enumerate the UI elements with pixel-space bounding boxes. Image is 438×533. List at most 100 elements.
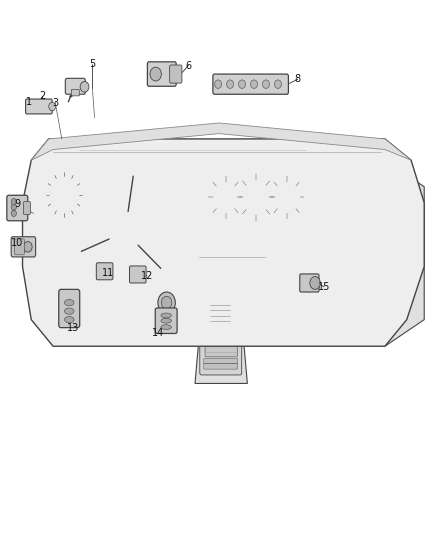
Text: 9: 9	[14, 199, 20, 209]
FancyBboxPatch shape	[37, 207, 51, 217]
FancyBboxPatch shape	[96, 263, 113, 280]
FancyBboxPatch shape	[205, 343, 237, 357]
Circle shape	[233, 169, 279, 225]
Text: 5: 5	[89, 60, 95, 69]
FancyBboxPatch shape	[213, 74, 288, 94]
FancyBboxPatch shape	[36, 237, 67, 249]
Circle shape	[11, 198, 16, 205]
FancyBboxPatch shape	[7, 195, 28, 221]
Text: 8: 8	[294, 75, 300, 84]
Circle shape	[213, 182, 238, 213]
Circle shape	[158, 292, 175, 313]
Circle shape	[262, 80, 269, 88]
Bar	[234, 211, 242, 223]
Circle shape	[77, 173, 173, 290]
FancyBboxPatch shape	[284, 257, 357, 302]
Ellipse shape	[64, 300, 74, 306]
FancyBboxPatch shape	[300, 274, 319, 292]
Circle shape	[266, 172, 307, 223]
Polygon shape	[22, 139, 424, 346]
Ellipse shape	[396, 200, 409, 221]
Circle shape	[54, 215, 74, 238]
FancyBboxPatch shape	[193, 204, 273, 229]
Bar	[222, 211, 230, 223]
Polygon shape	[35, 160, 97, 256]
Circle shape	[49, 208, 79, 245]
Circle shape	[150, 67, 161, 81]
Ellipse shape	[161, 318, 171, 323]
Text: 12: 12	[141, 271, 153, 281]
Circle shape	[258, 210, 268, 223]
Circle shape	[68, 163, 182, 301]
Bar	[250, 233, 256, 245]
Circle shape	[215, 80, 222, 88]
Circle shape	[117, 222, 134, 243]
FancyBboxPatch shape	[205, 328, 237, 342]
Polygon shape	[110, 301, 141, 338]
FancyBboxPatch shape	[148, 62, 176, 86]
Ellipse shape	[64, 308, 74, 314]
FancyBboxPatch shape	[130, 266, 146, 283]
FancyBboxPatch shape	[65, 78, 85, 94]
Circle shape	[11, 204, 16, 210]
FancyBboxPatch shape	[194, 248, 273, 265]
Bar	[261, 233, 266, 245]
FancyBboxPatch shape	[194, 265, 273, 284]
Bar	[258, 211, 266, 223]
Circle shape	[49, 102, 56, 111]
Circle shape	[108, 211, 142, 253]
Circle shape	[205, 172, 247, 223]
Ellipse shape	[161, 313, 171, 318]
Circle shape	[55, 236, 64, 247]
Bar	[220, 233, 226, 245]
Bar	[240, 233, 246, 245]
Text: 1: 1	[26, 96, 32, 107]
Text: 10: 10	[11, 238, 23, 247]
Bar	[199, 233, 205, 245]
FancyBboxPatch shape	[204, 364, 238, 369]
FancyBboxPatch shape	[149, 231, 168, 248]
Circle shape	[393, 247, 412, 270]
Text: 15: 15	[318, 282, 330, 292]
FancyBboxPatch shape	[82, 231, 101, 248]
FancyBboxPatch shape	[37, 217, 51, 228]
Polygon shape	[193, 171, 315, 229]
FancyBboxPatch shape	[302, 282, 339, 296]
Circle shape	[275, 80, 282, 88]
FancyBboxPatch shape	[200, 328, 242, 375]
Circle shape	[80, 82, 89, 92]
FancyBboxPatch shape	[23, 201, 30, 214]
Circle shape	[243, 181, 270, 214]
FancyBboxPatch shape	[11, 237, 35, 257]
Text: 3: 3	[52, 98, 58, 108]
FancyBboxPatch shape	[204, 359, 238, 364]
Polygon shape	[195, 285, 247, 383]
Bar	[209, 233, 215, 245]
Bar	[209, 211, 217, 223]
Polygon shape	[31, 123, 411, 160]
Polygon shape	[385, 160, 424, 346]
Ellipse shape	[161, 325, 171, 329]
FancyBboxPatch shape	[14, 239, 24, 255]
Circle shape	[251, 80, 258, 88]
Circle shape	[274, 182, 299, 213]
Bar	[230, 233, 236, 245]
Text: 6: 6	[185, 61, 191, 70]
Text: 13: 13	[67, 322, 79, 333]
Circle shape	[122, 228, 129, 236]
Ellipse shape	[392, 196, 412, 225]
FancyBboxPatch shape	[71, 90, 79, 96]
FancyBboxPatch shape	[206, 291, 234, 327]
Circle shape	[23, 241, 32, 252]
Circle shape	[226, 80, 233, 88]
FancyBboxPatch shape	[25, 99, 52, 114]
Circle shape	[47, 174, 81, 215]
Ellipse shape	[64, 317, 74, 323]
Circle shape	[310, 277, 320, 289]
Bar	[246, 211, 254, 223]
FancyBboxPatch shape	[155, 308, 177, 334]
Text: 2: 2	[39, 91, 45, 101]
FancyBboxPatch shape	[59, 289, 80, 328]
Circle shape	[248, 161, 264, 180]
Circle shape	[161, 296, 172, 309]
